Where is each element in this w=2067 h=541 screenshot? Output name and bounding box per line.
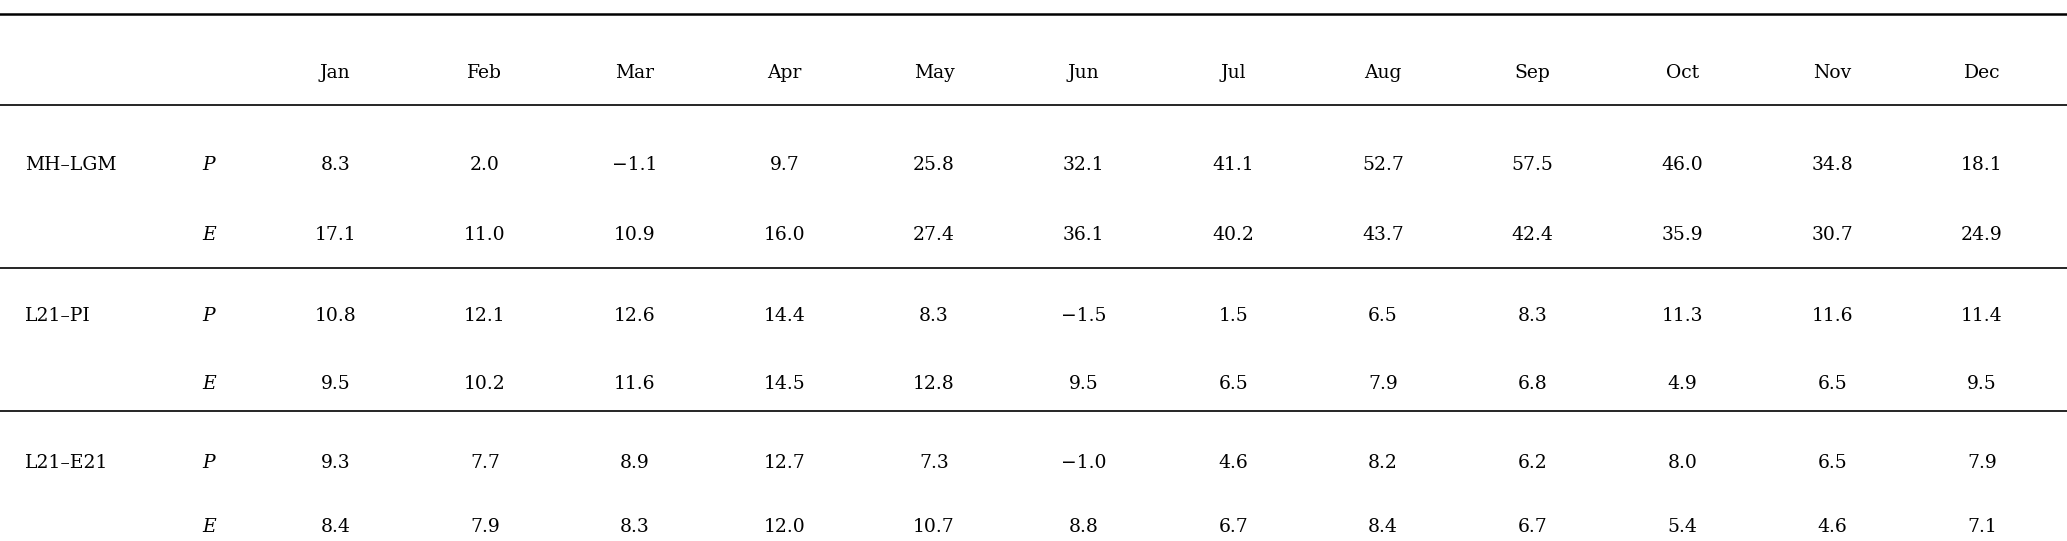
Text: E: E xyxy=(203,375,217,393)
Text: 8.2: 8.2 xyxy=(1368,453,1397,472)
Text: 5.4: 5.4 xyxy=(1668,518,1697,537)
Text: 8.3: 8.3 xyxy=(620,518,649,537)
Text: 9.5: 9.5 xyxy=(1968,375,1997,393)
Text: 7.9: 7.9 xyxy=(469,518,500,537)
Text: 43.7: 43.7 xyxy=(1362,226,1403,245)
Text: 27.4: 27.4 xyxy=(914,226,955,245)
Text: 40.2: 40.2 xyxy=(1213,226,1255,245)
Text: 10.9: 10.9 xyxy=(614,226,655,245)
Text: 4.6: 4.6 xyxy=(1220,453,1248,472)
Text: 11.6: 11.6 xyxy=(1811,307,1852,326)
Text: 10.2: 10.2 xyxy=(465,375,506,393)
Text: L21–E21: L21–E21 xyxy=(25,453,107,472)
Text: May: May xyxy=(914,64,955,82)
Text: −1.5: −1.5 xyxy=(1060,307,1106,326)
Text: 7.9: 7.9 xyxy=(1968,453,1997,472)
Text: 6.5: 6.5 xyxy=(1220,375,1248,393)
Text: 10.7: 10.7 xyxy=(914,518,955,537)
Text: 9.7: 9.7 xyxy=(769,156,800,174)
Text: 35.9: 35.9 xyxy=(1662,226,1703,245)
Text: P: P xyxy=(203,156,215,174)
Text: 25.8: 25.8 xyxy=(914,156,955,174)
Text: L21–PI: L21–PI xyxy=(25,307,91,326)
Text: 8.9: 8.9 xyxy=(620,453,649,472)
Text: 8.3: 8.3 xyxy=(320,156,349,174)
Text: 11.6: 11.6 xyxy=(614,375,655,393)
Text: 9.5: 9.5 xyxy=(1069,375,1098,393)
Text: Jun: Jun xyxy=(1069,64,1100,82)
Text: E: E xyxy=(203,518,217,537)
Text: 11.3: 11.3 xyxy=(1662,307,1703,326)
Text: Nov: Nov xyxy=(1813,64,1852,82)
Text: 24.9: 24.9 xyxy=(1962,226,2003,245)
Text: 2.0: 2.0 xyxy=(469,156,500,174)
Text: 57.5: 57.5 xyxy=(1511,156,1554,174)
Text: 8.3: 8.3 xyxy=(920,307,949,326)
Text: 12.6: 12.6 xyxy=(614,307,655,326)
Text: Apr: Apr xyxy=(767,64,802,82)
Text: Aug: Aug xyxy=(1364,64,1401,82)
Text: Jul: Jul xyxy=(1222,64,1246,82)
Text: 10.8: 10.8 xyxy=(314,307,356,326)
Text: MH–LGM: MH–LGM xyxy=(25,156,116,174)
Text: 8.8: 8.8 xyxy=(1069,518,1100,537)
Text: 8.0: 8.0 xyxy=(1668,453,1697,472)
Text: 7.7: 7.7 xyxy=(469,453,500,472)
Text: 4.6: 4.6 xyxy=(1817,518,1848,537)
Text: 14.4: 14.4 xyxy=(763,307,806,326)
Text: 9.3: 9.3 xyxy=(320,453,349,472)
Text: 6.7: 6.7 xyxy=(1220,518,1248,537)
Text: 11.4: 11.4 xyxy=(1962,307,2003,326)
Text: 8.4: 8.4 xyxy=(320,518,349,537)
Text: −1.1: −1.1 xyxy=(612,156,657,174)
Text: 42.4: 42.4 xyxy=(1511,226,1554,245)
Text: 30.7: 30.7 xyxy=(1811,226,1852,245)
Text: 12.7: 12.7 xyxy=(763,453,806,472)
Text: Feb: Feb xyxy=(467,64,502,82)
Text: Dec: Dec xyxy=(1964,64,2001,82)
Text: 52.7: 52.7 xyxy=(1362,156,1403,174)
Text: 14.5: 14.5 xyxy=(763,375,806,393)
Text: 12.1: 12.1 xyxy=(465,307,506,326)
Text: 17.1: 17.1 xyxy=(314,226,356,245)
Text: 8.4: 8.4 xyxy=(1368,518,1397,537)
Text: 18.1: 18.1 xyxy=(1962,156,2003,174)
Text: 36.1: 36.1 xyxy=(1062,226,1104,245)
Text: 6.7: 6.7 xyxy=(1517,518,1548,537)
Text: −1.0: −1.0 xyxy=(1060,453,1106,472)
Text: 8.3: 8.3 xyxy=(1517,307,1548,326)
Text: Mar: Mar xyxy=(616,64,653,82)
Text: 12.0: 12.0 xyxy=(763,518,806,537)
Text: 7.1: 7.1 xyxy=(1968,518,1997,537)
Text: 6.5: 6.5 xyxy=(1817,453,1848,472)
Text: 16.0: 16.0 xyxy=(763,226,806,245)
Text: 12.8: 12.8 xyxy=(914,375,955,393)
Text: Sep: Sep xyxy=(1515,64,1550,82)
Text: E: E xyxy=(203,226,217,245)
Text: 6.2: 6.2 xyxy=(1517,453,1548,472)
Text: 34.8: 34.8 xyxy=(1811,156,1852,174)
Text: 41.1: 41.1 xyxy=(1213,156,1255,174)
Text: 1.5: 1.5 xyxy=(1220,307,1248,326)
Text: 32.1: 32.1 xyxy=(1062,156,1104,174)
Text: 6.5: 6.5 xyxy=(1817,375,1848,393)
Text: P: P xyxy=(203,453,215,472)
Text: Jan: Jan xyxy=(320,64,351,82)
Text: 46.0: 46.0 xyxy=(1662,156,1703,174)
Text: 9.5: 9.5 xyxy=(320,375,349,393)
Text: 7.9: 7.9 xyxy=(1368,375,1397,393)
Text: Oct: Oct xyxy=(1666,64,1699,82)
Text: 6.5: 6.5 xyxy=(1368,307,1397,326)
Text: P: P xyxy=(203,307,215,326)
Text: 11.0: 11.0 xyxy=(465,226,506,245)
Text: 7.3: 7.3 xyxy=(920,453,949,472)
Text: 4.9: 4.9 xyxy=(1668,375,1697,393)
Text: 6.8: 6.8 xyxy=(1517,375,1548,393)
